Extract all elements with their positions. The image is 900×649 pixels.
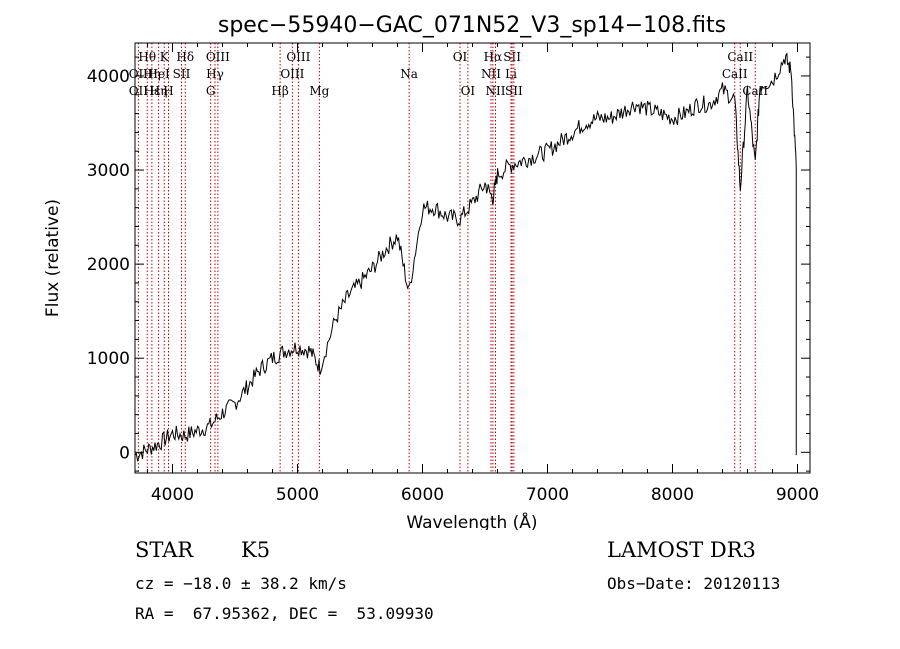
line-marker-label: HeI [147, 67, 170, 81]
y-tick-label: 4000 [87, 67, 130, 87]
line-marker-label: OIII [286, 50, 310, 64]
line-marker-label: Hβ [271, 84, 288, 98]
y-tick-label: 2000 [87, 255, 130, 275]
object-subclass: K5 [241, 538, 271, 562]
x-tick-label: 7000 [526, 485, 569, 505]
line-marker-label: Hδ [176, 50, 194, 64]
line-marker-label: OI [453, 50, 468, 64]
line-marker-label: SII [503, 50, 521, 64]
line-marker-label: CaII [727, 50, 753, 64]
y-tick-label: 0 [119, 443, 130, 463]
y-axis-label: Flux (relative) [43, 199, 63, 317]
object-class-label: STAR [135, 538, 194, 562]
y-tick-label: 3000 [87, 161, 130, 181]
x-tick-label: 9000 [776, 485, 819, 505]
line-marker-label: NII [486, 84, 506, 98]
tick-layer: 4000 5000 6000 7000 8000 9000 0 1000 2000 3000 400… [87, 43, 819, 505]
line-marker-label: NII [481, 67, 501, 81]
line-marker-label: SII [173, 67, 191, 81]
spectrum-chart: spec−55940−GAC_071N52_V3_sp14−108.fits H… [43, 13, 819, 530]
line-marker-label: Hε [144, 84, 161, 98]
line-marker-label: OII [129, 67, 149, 81]
line-marker-label: OIII [280, 67, 304, 81]
line-marker-label: CaII [722, 67, 748, 81]
redshift-readout: cz = −18.0 ± 38.2 km/s [135, 574, 347, 593]
line-marker-label: H [163, 84, 173, 98]
x-axis-label: Wavelength (Å) [406, 511, 537, 530]
line-marker-label: G [206, 84, 216, 98]
line-marker-label: Hη [150, 84, 168, 98]
line-marker-label: Hγ [206, 67, 224, 81]
line-marker-label: Li [505, 67, 517, 81]
line-marker-label: Mg [309, 84, 329, 98]
line-marker-label: Na [400, 67, 418, 81]
line-marker-label: OI [461, 84, 476, 98]
chart-title: spec−55940−GAC_071N52_V3_sp14−108.fits [218, 13, 726, 38]
line-marker-label: Hη [143, 67, 161, 81]
coordinates-readout: RA = 67.95362, DEC = 53.09930 [135, 604, 434, 623]
x-tick-label: 5000 [276, 485, 319, 505]
line-marker-label: Hθ [138, 50, 156, 64]
line-marker-label: OII [129, 84, 149, 98]
x-tick-label: 6000 [401, 485, 444, 505]
line-marker-label: Hα [484, 50, 503, 64]
x-tick-label: 4000 [151, 485, 194, 505]
line-marker-label: K [160, 50, 170, 64]
line-marker-label: OIII [206, 50, 230, 64]
series-line [134, 52, 797, 463]
observation-date: Obs−Date: 20120113 [607, 574, 781, 593]
series-layer [134, 52, 797, 463]
x-tick-label: 8000 [651, 485, 694, 505]
survey-name: LAMOST DR3 [607, 538, 756, 562]
line-marker-label: SII [505, 84, 523, 98]
y-tick-label: 1000 [87, 349, 130, 369]
